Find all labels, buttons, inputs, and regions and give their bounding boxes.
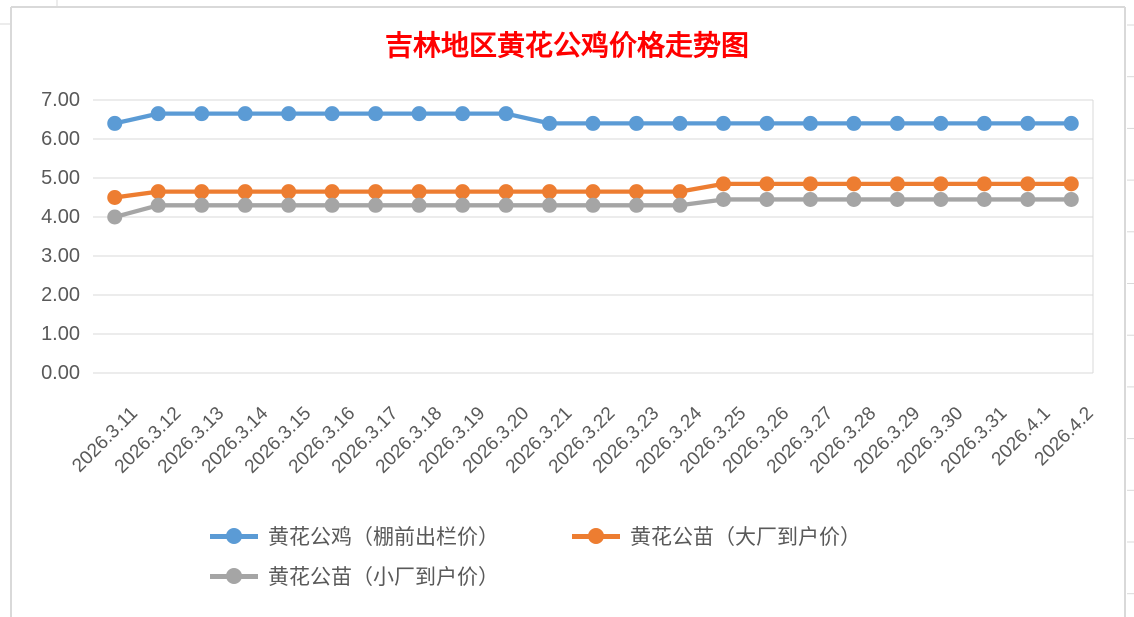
data-point	[889, 176, 905, 192]
data-point	[498, 106, 514, 122]
data-point	[759, 115, 775, 131]
data-point	[281, 197, 297, 213]
data-point	[107, 190, 123, 205]
legend-marker-icon	[210, 527, 258, 545]
data-point	[715, 176, 731, 192]
legend-marker-icon	[210, 567, 258, 585]
data-point	[846, 176, 862, 192]
legend: 黄花公鸡（棚前出栏价） 黄花公苗（大厂到户价） 黄花公苗（小厂到户价）	[210, 516, 958, 596]
data-point	[281, 106, 297, 122]
legend-item-1: 黄花公苗（大厂到户价）	[572, 516, 934, 556]
data-point	[585, 184, 601, 200]
legend-label: 黄花公苗（大厂到户价）	[630, 526, 861, 549]
legend-marker-icon	[572, 527, 620, 545]
data-point	[759, 191, 775, 207]
data-point	[1020, 191, 1036, 207]
data-point	[498, 197, 514, 213]
chart-title: 吉林地区黄花公鸡价格走势图	[384, 29, 749, 62]
data-point	[672, 197, 688, 213]
data-point	[455, 106, 471, 122]
data-point	[237, 197, 253, 213]
data-point	[368, 184, 384, 200]
legend-dot	[588, 528, 604, 544]
data-point	[150, 197, 166, 213]
data-point	[368, 106, 384, 122]
legend-label: 黄花公苗（小厂到户价）	[268, 566, 499, 589]
data-point	[628, 184, 644, 200]
data-point	[411, 106, 427, 122]
data-point	[194, 106, 210, 122]
data-point	[889, 115, 905, 131]
data-point	[1063, 115, 1079, 131]
data-point	[368, 197, 384, 213]
data-point	[1063, 191, 1079, 207]
data-point	[324, 184, 340, 200]
data-point	[1063, 176, 1079, 192]
data-point	[542, 115, 558, 131]
y-axis-label: 4.00	[41, 206, 80, 228]
data-point	[237, 184, 253, 200]
data-point	[846, 115, 862, 131]
data-point	[542, 184, 558, 200]
data-point	[802, 176, 818, 192]
data-point	[194, 184, 210, 200]
y-axis-label: 7.00	[41, 89, 80, 111]
legend-dot	[226, 528, 242, 544]
y-axis-label: 3.00	[41, 245, 80, 267]
data-point	[1020, 176, 1036, 192]
data-point	[759, 176, 775, 192]
y-axis-label: 2.00	[41, 284, 80, 306]
data-point	[802, 191, 818, 207]
data-point	[150, 184, 166, 200]
data-point	[715, 191, 731, 207]
y-axis-label: 1.00	[41, 323, 80, 345]
data-point	[498, 184, 514, 200]
data-point	[455, 184, 471, 200]
data-point	[976, 191, 992, 207]
data-point	[976, 115, 992, 131]
data-point	[455, 197, 471, 213]
data-point	[107, 115, 123, 131]
legend-item-2: 黄花公苗（小厂到户价）	[210, 556, 572, 596]
data-point	[976, 176, 992, 192]
data-point	[933, 115, 949, 131]
data-point	[542, 197, 558, 213]
data-point	[237, 106, 253, 122]
data-point	[802, 115, 818, 131]
data-point	[672, 184, 688, 200]
y-axis-label: 6.00	[41, 128, 80, 150]
data-point	[324, 197, 340, 213]
data-point	[1020, 115, 1036, 131]
y-axis-label: 5.00	[41, 167, 80, 189]
data-point	[933, 176, 949, 192]
data-point	[107, 209, 123, 225]
data-point	[628, 197, 644, 213]
data-point	[150, 106, 166, 122]
data-point	[672, 115, 688, 131]
data-point	[585, 197, 601, 213]
y-axis-label: 0.00	[41, 362, 80, 384]
data-point	[411, 184, 427, 200]
legend-label: 黄花公鸡（棚前出栏价）	[268, 526, 499, 549]
data-point	[281, 184, 297, 200]
data-point	[933, 191, 949, 207]
data-point	[715, 115, 731, 131]
data-point	[194, 197, 210, 213]
legend-dot	[226, 568, 242, 584]
data-point	[889, 191, 905, 207]
legend-item-0: 黄花公鸡（棚前出栏价）	[210, 516, 572, 556]
data-point	[846, 191, 862, 207]
data-point	[628, 115, 644, 131]
data-point	[585, 115, 601, 131]
data-point	[324, 106, 340, 122]
data-point	[411, 197, 427, 213]
